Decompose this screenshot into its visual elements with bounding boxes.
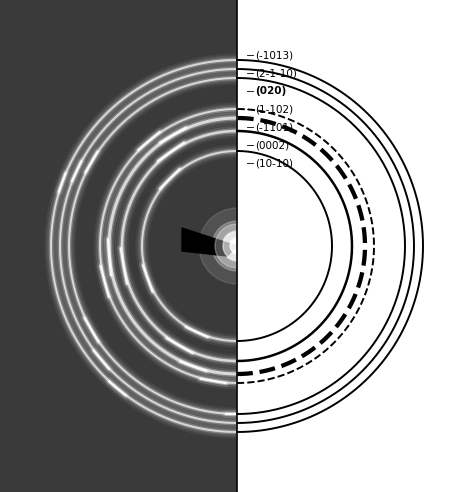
Circle shape	[222, 231, 252, 261]
Text: (020): (020)	[255, 86, 286, 96]
Circle shape	[223, 232, 251, 260]
Circle shape	[215, 224, 259, 268]
Text: (2-1-10): (2-1-10)	[255, 68, 297, 78]
Circle shape	[229, 238, 245, 254]
Text: (1-102): (1-102)	[255, 104, 293, 114]
Bar	[0, 0, 237, 492]
Circle shape	[199, 208, 275, 284]
Text: (-1013): (-1013)	[255, 50, 293, 60]
Circle shape	[230, 239, 244, 253]
Text: (-1101): (-1101)	[255, 122, 293, 132]
Circle shape	[212, 221, 262, 271]
Text: (10-10): (10-10)	[255, 158, 293, 168]
Bar	[237, 0, 474, 492]
Text: (0002): (0002)	[255, 140, 289, 150]
Polygon shape	[182, 228, 237, 256]
